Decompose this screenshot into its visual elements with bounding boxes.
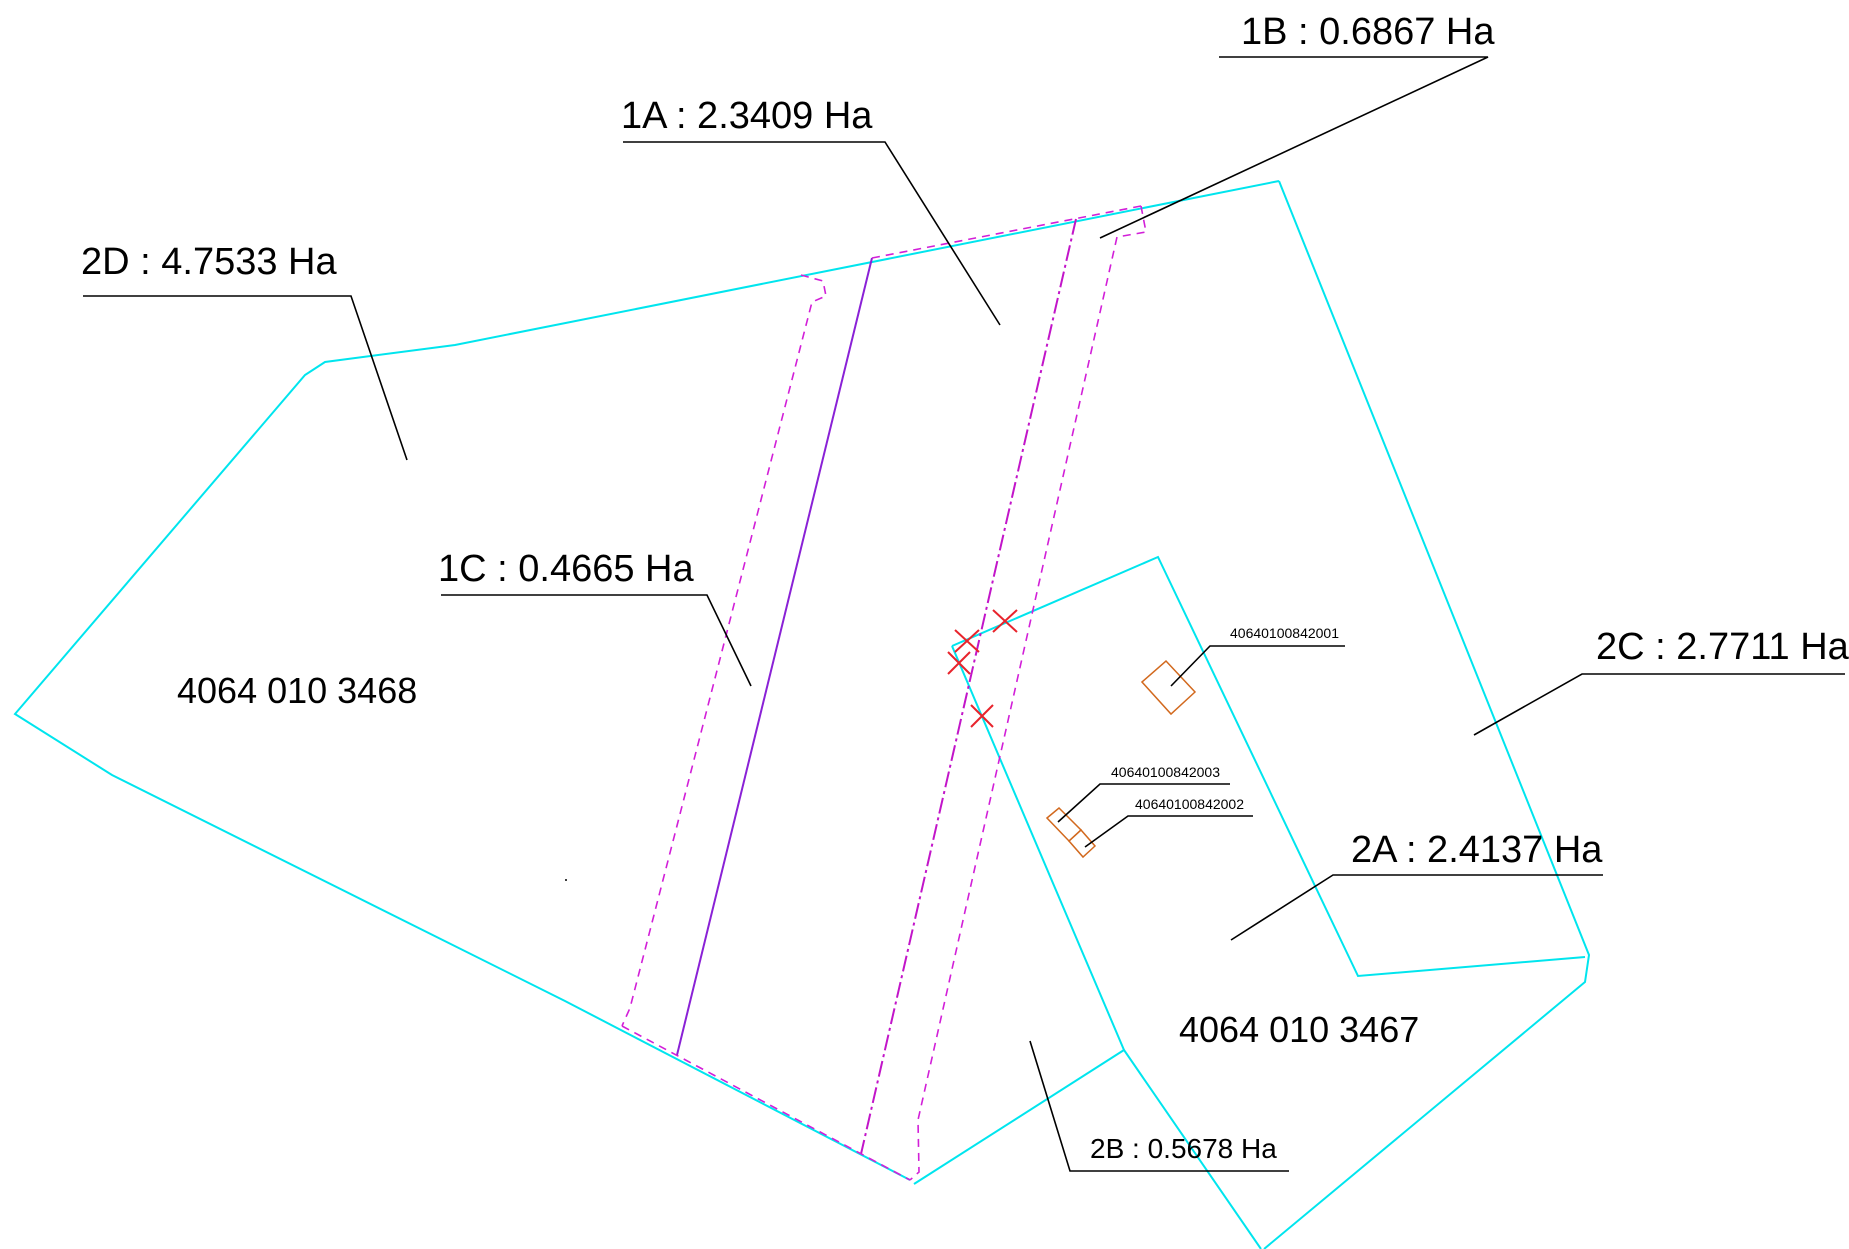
leader-bldg-002 (1084, 815, 1253, 848)
leader-lines (83, 56, 1845, 1172)
point-marker (565, 879, 567, 881)
west-parcel-boundary (13, 180, 1280, 1181)
area-label-2c: 2C : 2.7711 Ha (1596, 626, 1849, 668)
leader-1c (441, 594, 752, 687)
inner-parcel-boundary (951, 555, 1586, 978)
servitude-1b-right (909, 205, 1147, 1181)
leader-bldg-003 (1057, 783, 1230, 823)
parcel-id-east: 4064 010 3467 (1179, 1009, 1419, 1050)
marker-cross (947, 651, 971, 675)
area-label-1b: 1B : 0.6867 Ha (1241, 11, 1495, 53)
leader-bldg-001 (1170, 645, 1345, 687)
area-label-2d: 2D : 4.7533 Ha (81, 241, 337, 283)
parcel-id-west: 4064 010 3468 (177, 670, 417, 711)
area-label-2b: 2B : 0.5678 Ha (1090, 1133, 1277, 1164)
area-labels: 1B : 0.6867 Ha 1A : 2.3409 Ha 2D : 4.753… (81, 11, 1849, 1164)
area-label-1a: 1A : 2.3409 Ha (621, 95, 873, 137)
leader-1b (1099, 56, 1489, 239)
building-outline (1045, 806, 1083, 843)
north-line-dashed (871, 205, 1142, 259)
area-label-1c: 1C : 0.4665 Ha (438, 548, 694, 590)
south-line-dashed (621, 1025, 911, 1181)
servitude-1a-right (860, 218, 1077, 1155)
building-id-003: 40640100842003 (1111, 764, 1220, 780)
leader-2b (1029, 1040, 1289, 1172)
marker-cross (970, 704, 994, 728)
servitude-1c-left (621, 274, 827, 1027)
building-ids: 40640100842001 40640100842003 4064010084… (1111, 625, 1339, 812)
building-outline (1067, 828, 1097, 859)
building-id-001: 40640100842001 (1230, 625, 1339, 641)
area-label-2a: 2A : 2.4137 Ha (1351, 829, 1603, 871)
servitude-lines (621, 205, 1147, 1181)
leader-2c (1473, 673, 1845, 736)
marker-cross (954, 629, 980, 653)
servitude-1c-centre (676, 257, 873, 1056)
leader-2d (83, 295, 408, 461)
parcel-ids: 4064 010 3468 4064 010 3467 (177, 670, 1419, 1050)
leader-2a (1230, 874, 1603, 941)
outer-boundary (1263, 180, 1591, 1249)
parcel-2b-base (913, 1049, 1125, 1185)
building-id-002: 40640100842002 (1135, 796, 1244, 812)
building-outline (1140, 659, 1197, 716)
survey-markers (947, 609, 1018, 728)
parcel-boundaries (13, 180, 1591, 1249)
buildings (1045, 659, 1197, 859)
marker-cross (992, 609, 1018, 633)
leader-1a (623, 141, 1001, 326)
